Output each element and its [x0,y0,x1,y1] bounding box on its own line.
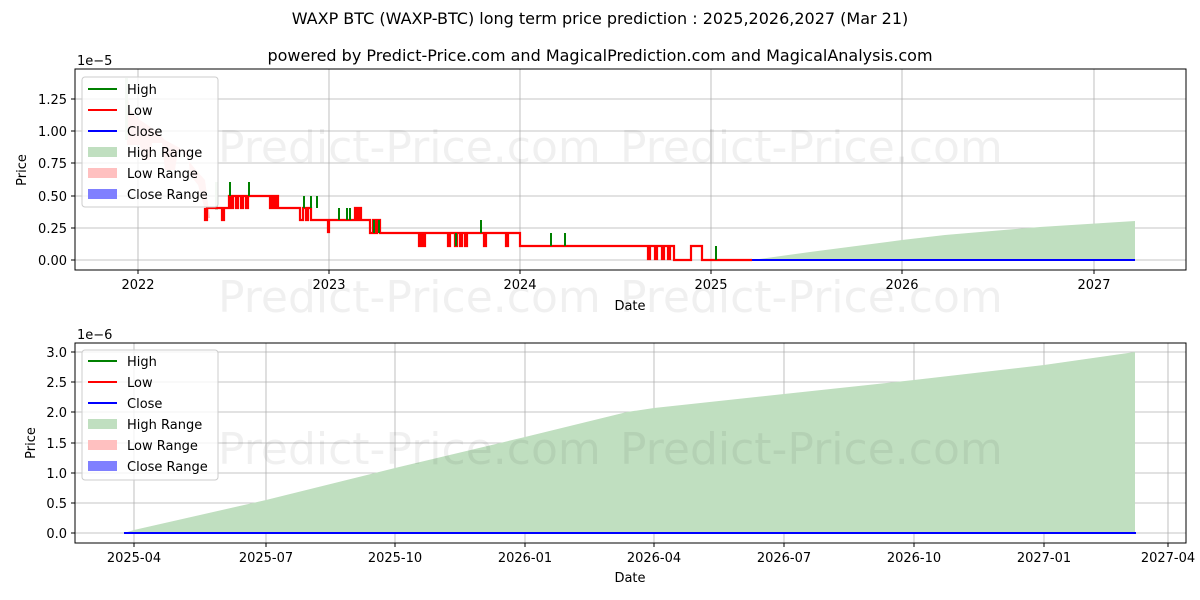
y-tick-label: 0.50 [38,190,67,205]
bottom-x-axis-label: Date [614,571,645,586]
y-tick-label: 0.25 [38,222,67,237]
y-tick-label: 0.5 [46,497,67,512]
x-tick-label: 2027-04 [1141,551,1195,566]
legend-low-range-icon [88,168,117,178]
y-tick-label: 1.00 [38,125,67,140]
legend-close-range-icon [88,461,117,471]
y-tick-label: 0.75 [38,157,67,172]
legend-low-range-icon [88,440,117,450]
x-tick-label: 2025-04 [107,551,161,566]
high-range-area [124,352,1135,533]
x-tick-label: 2025-07 [239,551,293,566]
legend-label: High [127,355,157,370]
y-tick-label: 1.25 [38,93,67,108]
legend-label: Low Range [127,439,198,454]
legend-label: Close [127,125,162,140]
x-tick-label: 2026-07 [757,551,811,566]
x-tick-label: 2027 [1077,278,1110,293]
top-chart: 1e−5 Predict-Price.com Predict-Price.com… [15,54,1187,323]
watermark: Predict-Price.com [620,272,1003,323]
x-tick-label: 2022 [121,278,154,293]
legend-label: Low [127,104,153,119]
legend-label: Low Range [127,167,198,182]
legend-label: High [127,83,157,98]
high-range-area [752,221,1135,260]
legend-high-range-icon [88,419,117,429]
bottom-x-axis: 2025-04 2025-07 2025-10 2026-01 2026-04 … [107,543,1195,586]
y-tick-label: 0.00 [38,254,67,269]
high-spikes [229,182,717,260]
top-y-axis: 0.00 0.25 0.50 0.75 1.00 1.25 Price [15,93,75,269]
legend-high-range-icon [88,147,117,157]
legend-label: High Range [127,418,202,433]
x-tick-label: 2023 [312,278,345,293]
bottom-offset-label: 1e−6 [77,328,112,343]
x-tick-label: 2025-10 [368,551,422,566]
legend-label: Close Range [127,188,208,203]
bottom-y-axis-label: Price [24,427,39,459]
watermark: Predict-Price.com [620,122,1003,173]
x-tick-label: 2024 [503,278,536,293]
x-tick-label: 2026-04 [627,551,681,566]
top-plot-frame [74,68,1187,271]
y-tick-label: 3.0 [46,346,67,361]
x-tick-label: 2026 [885,278,918,293]
y-tick-label: 1.0 [46,467,67,482]
y-tick-label: 1.5 [46,437,67,452]
top-x-axis-label: Date [614,299,645,314]
bottom-legend: High Low Close High Range Low Range Clos… [81,349,219,481]
x-tick-label: 2026-10 [887,551,941,566]
watermark: Predict-Price.com [218,272,601,323]
chart-subtitle: powered by Predict-Price.com and Magical… [267,46,933,65]
legend-label: Close [127,397,162,412]
y-tick-label: 0.0 [46,527,67,542]
chart-title: WAXP BTC (WAXP-BTC) long term price pred… [291,9,909,28]
legend-label: Low [127,376,153,391]
top-x-axis: 2022 2023 2024 2025 2026 2027 Date [121,270,1111,314]
watermark: Predict-Price.com [218,424,601,475]
legend-label: High Range [127,146,202,161]
watermark: Predict-Price.com [620,424,1003,475]
bottom-chart: 1e−6 Predict-Price.com Predict-Price.com [24,328,1195,586]
legend-label: Close Range [127,460,208,475]
top-legend: High Low Close High Range Low Range Clos… [81,76,219,208]
y-tick-label: 2.0 [46,406,67,421]
x-tick-label: 2026-01 [498,551,552,566]
y-tick-label: 2.5 [46,376,67,391]
top-y-axis-label: Price [15,154,30,186]
legend-close-range-icon [88,189,117,199]
watermark: Predict-Price.com [218,122,601,173]
x-tick-label: 2027-01 [1017,551,1071,566]
x-tick-label: 2025 [694,278,727,293]
bottom-y-axis: 0.0 0.5 1.0 1.5 2.0 2.5 3.0 Price [24,346,75,542]
top-offset-label: 1e−5 [77,54,112,69]
